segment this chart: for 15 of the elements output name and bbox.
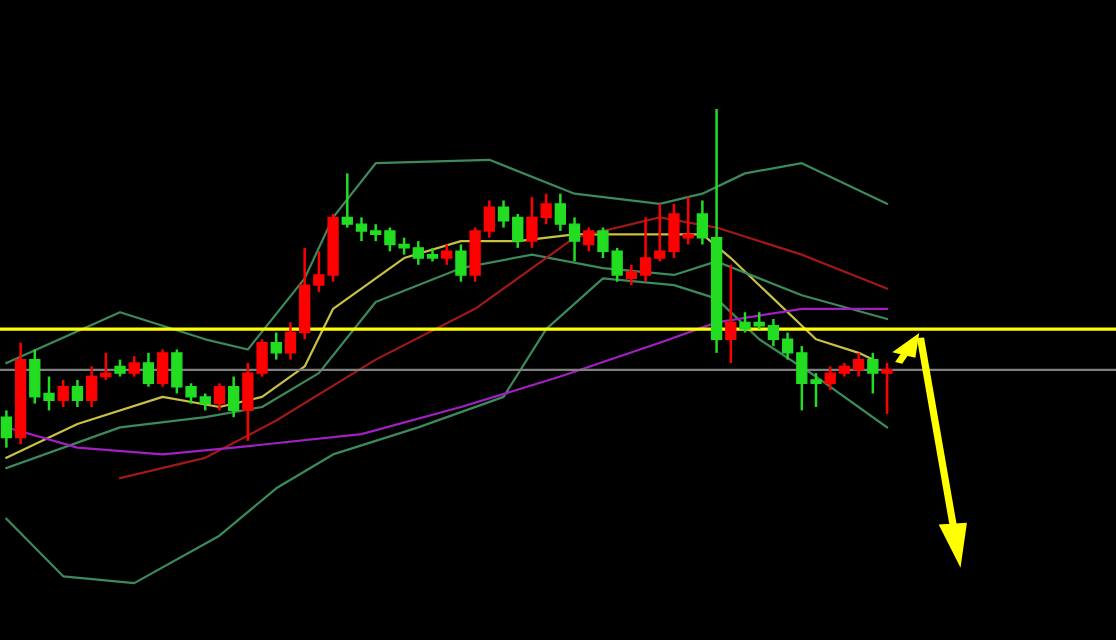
candlestick (128, 354, 140, 378)
candlestick (583, 226, 595, 253)
candlestick (156, 348, 169, 388)
candlestick (455, 243, 467, 283)
candlestick (867, 351, 879, 395)
candlestick (71, 378, 84, 409)
candlestick (441, 243, 453, 267)
candlestick (142, 351, 155, 388)
candlestick (725, 263, 737, 365)
candlestick (270, 331, 282, 361)
candlestick (227, 375, 240, 419)
candlestick (881, 361, 893, 416)
candlestick (0, 409, 13, 449)
candlestick (57, 378, 69, 409)
candlestick (213, 382, 226, 412)
